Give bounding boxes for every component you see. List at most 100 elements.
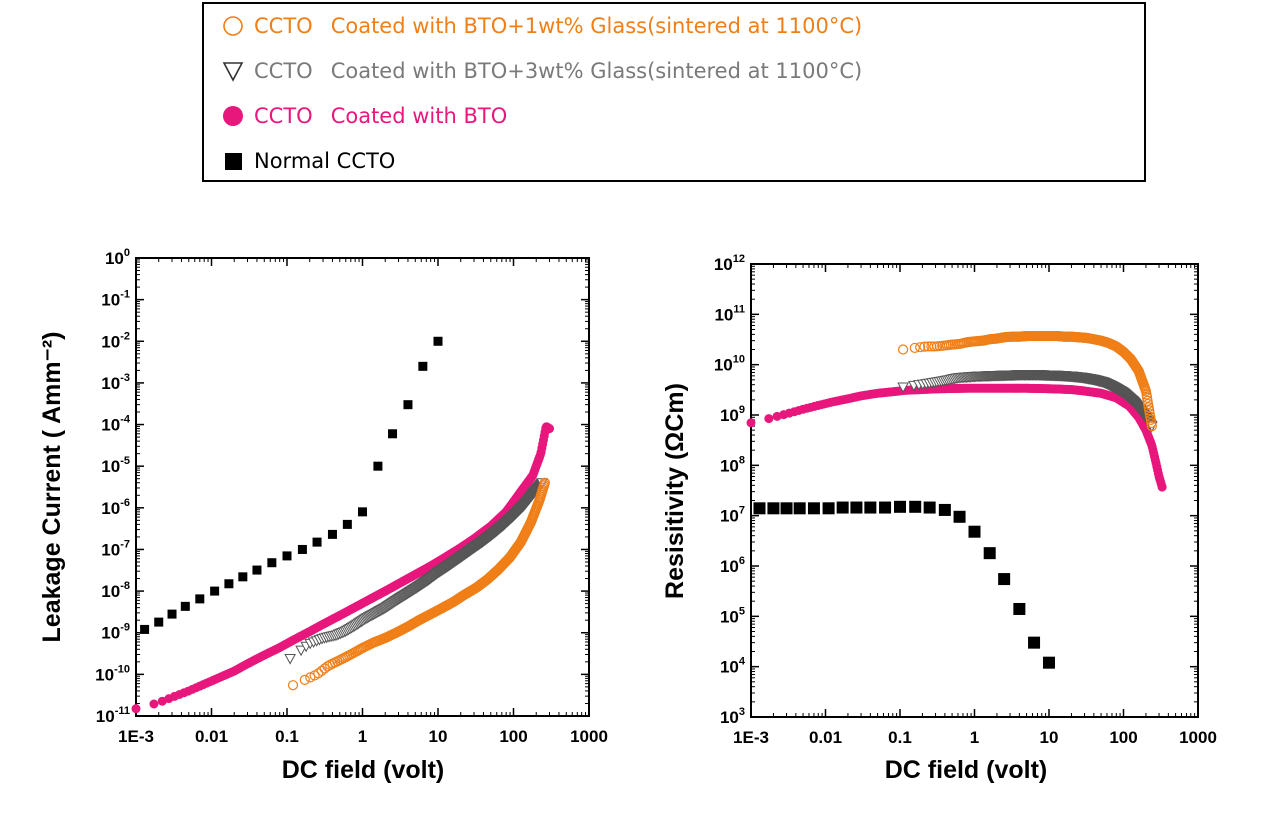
chart2-ytick-label: 1012 (714, 253, 745, 274)
chart1-point-s0-5 (210, 586, 220, 596)
chart1-point-s0-17 (388, 429, 398, 439)
chart1-xtick-label: 0.1 (275, 727, 299, 746)
chart2-point-s3-5 (926, 341, 937, 352)
chart1-ytick-label: 10-6 (101, 497, 130, 518)
chart1-point-s0-3 (180, 601, 190, 611)
chart2-point-s0-7 (850, 501, 863, 514)
chart1-point-s0-13 (327, 529, 337, 539)
legend-item-desc: Coated with BTO+1wt% Glass(sintered at 1… (330, 14, 863, 38)
chart2-point-s1-0 (746, 418, 756, 428)
chart2-point-s0-6 (836, 501, 849, 514)
legend-item-name: Normal CCTO (254, 149, 396, 173)
legend-item-desc: Coated with BTO+3wt% Glass(sintered at 1… (330, 59, 863, 83)
chart2-point-s0-8 (864, 501, 877, 514)
open-triangle-down-icon (220, 60, 246, 82)
chart1-xtick-label: 1E-3 (118, 727, 154, 746)
chart1-y-axis-label: Leakage Current ( Amm⁻²) (38, 332, 66, 643)
chart2-ytick-label: 1011 (714, 303, 745, 324)
chart2-point-s3-3 (919, 341, 930, 352)
chart1-ytick-label: 10-2 (101, 330, 130, 351)
chart2-point-s0-9 (879, 501, 892, 514)
chart1-point-s3-260 (539, 477, 550, 488)
chart1-point-s0-14 (342, 519, 352, 529)
chart1-point-s0-7 (238, 572, 248, 582)
chart1-point-s0-4 (195, 594, 205, 604)
chart1-point-s0-1 (154, 617, 164, 627)
legend-item: Normal CCTO (220, 144, 413, 178)
chart1-ytick-label: 100 (105, 247, 130, 268)
chart1-point-s0-20 (433, 336, 443, 346)
chart1-ytick-label: 10-3 (101, 372, 130, 393)
chart1-point-s3-9 (327, 658, 338, 669)
chart1-xtick-label: 1 (358, 727, 367, 746)
chart2-ytick-label: 105 (720, 605, 745, 626)
chart2-point-s0-12 (923, 501, 936, 514)
chart2-ytick-label: 104 (720, 656, 746, 677)
open-circle-icon (220, 15, 246, 37)
chart1-point-s3-0 (287, 680, 299, 691)
chart2-point-s0-20 (1043, 656, 1055, 669)
chart2-point-s0-0 (753, 502, 766, 515)
chart1-ytick-label: 10-9 (101, 622, 130, 643)
chart1-point-s0-9 (267, 558, 277, 568)
chart1-point-s1-300 (545, 424, 555, 434)
chart2-xtick-label: 1 (970, 728, 979, 747)
chart1-plot-frame (135, 257, 590, 717)
chart1-ytick-label: 10-7 (101, 538, 130, 559)
chart1-xtick-label: 1000 (570, 727, 608, 746)
chart1-point-s0-11 (297, 544, 307, 554)
chart1-ytick-label: 10-8 (101, 580, 130, 601)
chart1-x-axis-label: DC field (volt) (282, 756, 445, 784)
chart2-point-s0-10 (894, 500, 906, 513)
chart2-y-axis-label: Resisitivity (ΩCm) (661, 383, 689, 599)
chart2-ytick-label: 108 (720, 454, 745, 475)
chart2-point-s3-0 (897, 344, 909, 355)
legend-item: CCTO Coated with BTO (220, 99, 507, 133)
chart2-point-s0-15 (968, 525, 981, 538)
chart2-point-s0-3 (793, 502, 806, 515)
chart2-xtick-label: 100 (1109, 728, 1137, 747)
chart2-ytick-label: 1010 (714, 354, 745, 375)
chart1-point-s1-0 (131, 704, 141, 714)
chart2-point-s2-0 (897, 382, 909, 394)
chart1-point-s3-6 (319, 663, 330, 674)
chart2-xtick-label: 1E-3 (733, 728, 769, 747)
chart1-point-s0-8 (252, 565, 262, 575)
chart2-point-s0-14 (953, 510, 966, 523)
chart1-ytick-label: 10-4 (101, 414, 131, 435)
chart1-xtick-label: 0.01 (195, 727, 228, 746)
chart2-point-s1-1 (764, 414, 774, 424)
chart2-point-s0-5 (822, 502, 835, 515)
chart1-point-s3-1 (299, 674, 310, 685)
chart1-xtick-label: 100 (499, 727, 527, 746)
chart2-point-s0-11 (909, 500, 922, 513)
chart1-point-s0-16 (373, 461, 383, 471)
legend-item: CCTO Coated with BTO+3wt% Glass(sintered … (220, 54, 862, 88)
chart1-point-s0-2 (167, 609, 177, 619)
filled-square-icon (220, 150, 246, 172)
chart1-point-s2-0 (284, 654, 296, 665)
legend-item-name: CCTO (254, 14, 313, 38)
chart1-point-s0-19 (418, 361, 428, 371)
legend-box: CCTO Coated with BTO+1wt% Glass(sintered … (202, 2, 1146, 182)
chart2-point-s0-2 (780, 502, 793, 515)
chart2-xtick-label: 0.1 (888, 728, 912, 747)
chart2-point-s0-1 (767, 502, 780, 515)
chart1-ytick-label: 10-10 (95, 663, 130, 684)
chart1-point-s0-0 (140, 624, 150, 634)
chart1-point-s2-1 (295, 645, 307, 657)
chart1-point-s0-12 (312, 537, 322, 547)
chart2-xtick-label: 10 (1040, 728, 1059, 747)
chart2-point-s0-17 (998, 573, 1011, 586)
chart2-ytick-label: 107 (720, 505, 745, 526)
chart2-point-s0-4 (807, 502, 820, 515)
legend-item-name: CCTO (254, 104, 313, 128)
chart1-point-s0-10 (282, 551, 292, 561)
chart1-point-s0-15 (358, 507, 367, 517)
chart1-ytick-label: 10-5 (101, 455, 130, 476)
chart1-ytick-label: 10-11 (96, 705, 130, 726)
legend-item: CCTO Coated with BTO+1wt% Glass(sintered … (220, 9, 862, 43)
chart1-xtick-label: 10 (429, 727, 448, 746)
chart2-point-s0-13 (938, 503, 951, 516)
legend-item-name: CCTO (254, 59, 313, 83)
